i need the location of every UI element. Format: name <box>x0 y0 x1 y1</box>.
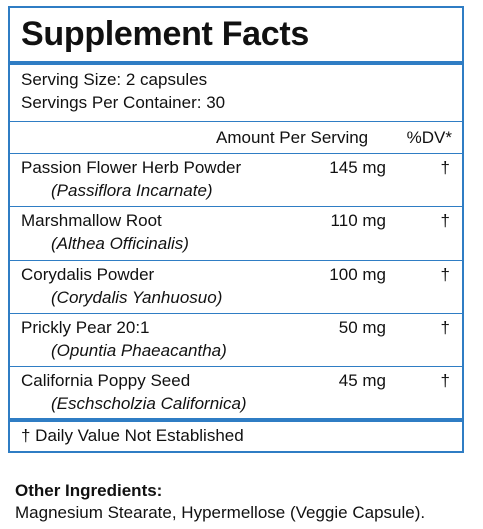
other-ingredients: Other Ingredients: Magnesium Stearate, H… <box>15 481 425 523</box>
row-divider <box>10 366 462 367</box>
ingredient-name: Corydalis Powder <box>21 265 155 284</box>
header-divider <box>10 153 462 154</box>
ingredient-dv: † <box>440 158 450 177</box>
ingredient-dv: † <box>440 371 450 390</box>
dv-header: %DV* <box>406 128 452 147</box>
servings-per-container: Servings Per Container: 30 <box>21 93 226 112</box>
ingredient-amount: 100 mg <box>329 265 386 284</box>
footnote-divider <box>10 418 462 422</box>
amount-per-serving-header: Amount Per Serving <box>216 128 369 147</box>
daily-value-footnote: † Daily Value Not Established <box>21 426 244 445</box>
ingredient-latin-name: (Opuntia Phaeacantha) <box>51 341 227 360</box>
ingredient-latin-name: (Corydalis Yanhuosuo) <box>51 288 223 307</box>
ingredient-latin-name: (Passiflora Incarnate) <box>51 181 213 200</box>
ingredient-dv: † <box>440 265 450 284</box>
ingredient-amount: 45 mg <box>338 371 386 390</box>
other-ingredients-heading: Other Ingredients: <box>15 481 163 500</box>
serving-size: Serving Size: 2 capsules <box>21 70 208 89</box>
supplement-facts-panel: Supplement Facts Serving Size: 2 capsule… <box>8 6 464 453</box>
ingredient-amount: 50 mg <box>338 318 386 337</box>
ingredient-name: Marshmallow Root <box>21 211 162 230</box>
row-divider <box>10 313 462 314</box>
other-ingredients-text: Magnesium Stearate, Hypermellose (Veggie… <box>15 503 426 522</box>
ingredient-name: California Poppy Seed <box>21 371 191 390</box>
ingredient-amount: 145 mg <box>329 158 386 177</box>
ingredient-latin-name: (Eschscholzia Californica) <box>51 394 247 413</box>
ingredient-name: Passion Flower Herb Powder <box>21 158 242 177</box>
title-divider <box>10 61 462 65</box>
ingredient-dv: † <box>440 211 450 230</box>
ingredient-latin-name: (Althea Officinalis) <box>51 234 189 253</box>
row-divider <box>10 260 462 261</box>
serving-divider <box>10 121 462 122</box>
row-divider <box>10 206 462 207</box>
ingredient-amount: 110 mg <box>330 211 386 230</box>
panel-title: Supplement Facts <box>21 15 310 53</box>
ingredient-name: Prickly Pear 20:1 <box>21 318 150 337</box>
ingredient-dv: † <box>440 318 450 337</box>
